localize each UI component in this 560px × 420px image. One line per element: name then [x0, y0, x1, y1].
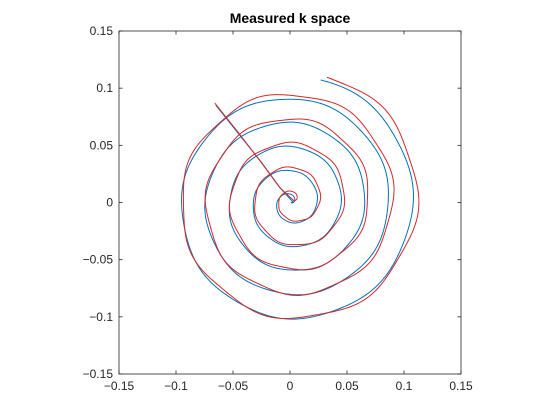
y-tick-label: 0.15	[90, 24, 114, 38]
x-tick-label: −0.05	[218, 379, 249, 393]
y-tick-label: 0.1	[96, 81, 113, 95]
chart-title: Measured k space	[230, 10, 351, 26]
x-tick-label: 0.15	[449, 379, 473, 393]
x-tick-label: −0.1	[164, 379, 188, 393]
plot-area	[119, 31, 461, 374]
x-tick-label: −0.15	[104, 379, 135, 393]
y-tick-label: −0.15	[83, 367, 114, 381]
x-tick-label: 0	[287, 379, 294, 393]
x-tick-label: 0.05	[335, 379, 359, 393]
y-tick-label: 0.05	[90, 138, 114, 152]
y-tick-label: −0.05	[83, 253, 114, 267]
series-line-blue	[181, 79, 414, 320]
y-tick-label: −0.1	[89, 310, 113, 324]
y-tick-label: 0	[106, 196, 113, 210]
series-line-red	[182, 76, 420, 320]
series-layer	[181, 76, 420, 320]
x-tick-label: 0.1	[396, 379, 413, 393]
tick-layer: −0.15 −0.1 −0.05 0 0.05 0.1 0.15 −0.15 −0.1 −0.05…	[83, 24, 473, 393]
